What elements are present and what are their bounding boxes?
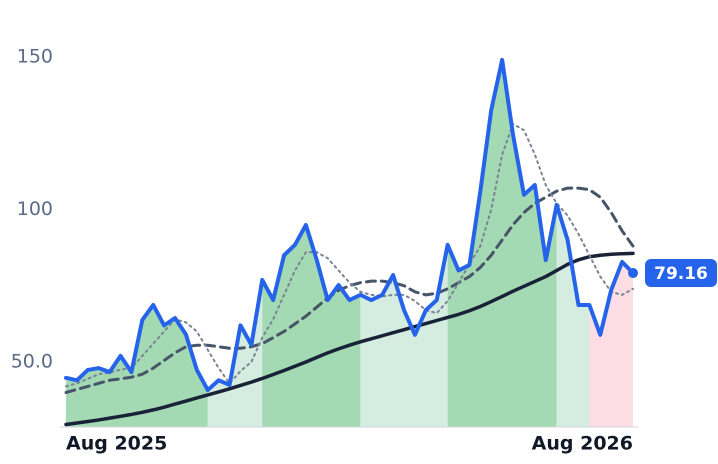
last-value-label: 79.16 [654,264,708,284]
x-tick-label: Aug 2025 [66,433,167,455]
last-value-dot [628,268,638,279]
region [360,59,448,427]
regions [66,59,633,427]
x-tick-label: Aug 2026 [532,433,633,455]
y-tick-label: 100 [17,198,53,220]
y-tick-label: 50.0 [11,350,53,372]
lines [64,57,635,427]
series-line [64,57,635,393]
region [589,59,633,427]
series-line [64,251,635,427]
region [262,59,361,427]
y-tick-label: 150 [17,45,53,67]
region [66,59,208,427]
last-value-badge [645,259,717,288]
axes: 50.0 100 150 Aug 2025 Aug 2026 79.16 [11,45,717,455]
